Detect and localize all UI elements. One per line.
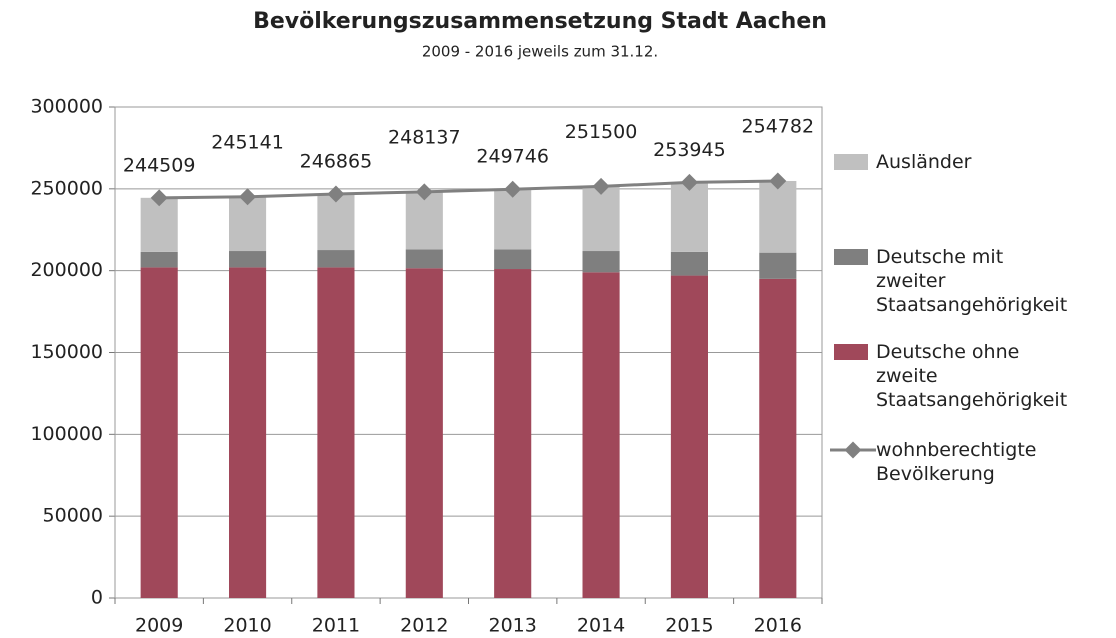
bar-segment xyxy=(670,182,708,252)
y-tick-label: 250000 xyxy=(30,177,103,199)
legend-label: Deutsche ohne zweite Staatsangehörigkeit xyxy=(876,341,1068,411)
x-tick-label: 2013 xyxy=(489,615,537,637)
legend-entry: Ausländer xyxy=(830,150,1110,174)
bar-segment xyxy=(229,251,267,268)
bar-segment xyxy=(405,268,443,598)
line-marker xyxy=(415,183,433,201)
bar-segment xyxy=(229,196,267,252)
bar-segment xyxy=(140,197,178,252)
x-tick-label: 2010 xyxy=(223,615,271,637)
data-label: 253945 xyxy=(653,139,726,161)
legend-swatch xyxy=(830,245,876,269)
line-marker xyxy=(239,188,257,206)
data-label: 245141 xyxy=(211,131,284,153)
legend-label: Deutsche mit zweiter Staatsangehörigkeit xyxy=(876,246,1068,316)
legend-line-icon xyxy=(830,441,876,459)
bar-segment xyxy=(494,249,532,270)
line-marker xyxy=(680,173,698,191)
bar-segment xyxy=(494,189,532,250)
data-label: 244509 xyxy=(123,154,196,176)
bar-segment xyxy=(317,193,355,251)
legend-label: Ausländer xyxy=(876,151,972,173)
chart-subtitle: 2009 - 2016 jeweils zum 31.12. xyxy=(422,43,658,61)
bar-segment xyxy=(582,186,620,252)
bar-segment xyxy=(229,267,267,598)
x-tick-label: 2012 xyxy=(400,615,448,637)
data-label: 251500 xyxy=(565,121,638,143)
bar-segment xyxy=(317,250,355,268)
x-tick-label: 2009 xyxy=(135,615,183,637)
bar-segment xyxy=(494,269,532,598)
x-tick-label: 2015 xyxy=(665,615,713,637)
line-marker xyxy=(769,172,787,190)
data-label: 248137 xyxy=(388,126,461,148)
bar-segment xyxy=(140,267,178,598)
line-marker xyxy=(327,185,345,203)
legend-box xyxy=(834,249,868,265)
bar-segment xyxy=(405,249,443,269)
y-tick-label: 300000 xyxy=(30,96,103,118)
y-tick-label: 150000 xyxy=(30,341,103,363)
bar-segment xyxy=(759,180,797,253)
x-tick-label: 2016 xyxy=(754,615,802,637)
legend-entry: wohnberechtigte Bevölkerung xyxy=(830,438,1110,486)
data-label: 254782 xyxy=(742,116,815,138)
legend-label: wohnberechtigte Bevölkerung xyxy=(876,439,1037,485)
bar-segment xyxy=(317,267,355,598)
line-marker xyxy=(592,177,610,195)
bar-segment xyxy=(582,251,620,273)
legend-swatch xyxy=(830,340,876,364)
data-label: 249746 xyxy=(476,146,549,168)
legend-swatch xyxy=(830,150,876,174)
legend-swatch xyxy=(830,438,876,462)
legend-entry: Deutsche mit zweiter Staatsangehörigkeit xyxy=(830,245,1110,317)
y-tick-label: 200000 xyxy=(30,259,103,281)
bar-segment xyxy=(140,251,178,268)
bar-segment xyxy=(759,278,797,598)
bar-segment xyxy=(405,191,443,250)
line-marker xyxy=(504,180,522,198)
x-tick-label: 2014 xyxy=(577,615,625,637)
y-tick-label: 0 xyxy=(91,587,103,609)
bar-segment xyxy=(759,252,797,279)
chart-title: Bevölkerungszusammensetzung Stadt Aachen xyxy=(253,9,827,34)
legend-box xyxy=(834,154,868,170)
x-tick-label: 2011 xyxy=(312,615,360,637)
y-tick-label: 50000 xyxy=(43,505,103,527)
bar-segment xyxy=(670,251,708,276)
legend-box xyxy=(834,344,868,360)
line xyxy=(159,179,778,200)
legend-entry: Deutsche ohne zweite Staatsangehörigkeit xyxy=(830,340,1110,412)
line-marker xyxy=(150,189,168,207)
bar-segment xyxy=(670,275,708,598)
y-tick-label: 100000 xyxy=(30,423,103,445)
data-label: 246865 xyxy=(300,150,373,172)
bar-segment xyxy=(582,272,620,598)
